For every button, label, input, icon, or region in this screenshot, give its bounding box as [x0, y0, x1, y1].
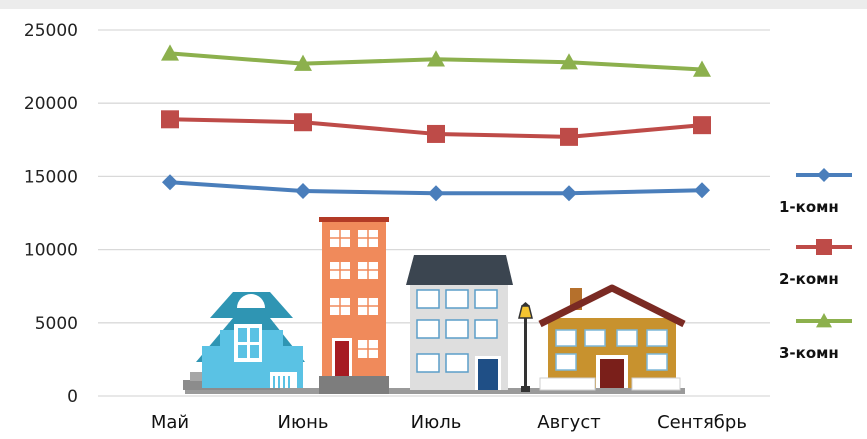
legend-label: 2-комн: [779, 270, 839, 288]
y-tick-label: 0: [67, 387, 78, 407]
data-point-marker: [428, 185, 444, 202]
data-series: [161, 44, 711, 202]
data-point-marker: [162, 174, 178, 191]
series-3-комн: [161, 44, 711, 77]
data-point-marker: [295, 183, 311, 200]
data-point-marker: [294, 113, 312, 132]
data-point-marker: [161, 44, 179, 61]
x-tick-label: Июнь: [278, 412, 329, 433]
legend-label: 1-комн: [779, 198, 839, 216]
buildings-illustration: [183, 217, 686, 394]
data-point-marker: [560, 127, 578, 146]
data-point-marker: [816, 313, 832, 328]
data-point-marker: [427, 50, 445, 67]
legend: 1-комн 2-комн 3-комн: [779, 168, 852, 362]
y-tick-label: 15000: [24, 167, 78, 187]
y-axis-ticks: 0 5000 10000 15000 20000 25000: [24, 21, 78, 407]
data-point-marker: [817, 168, 831, 182]
y-tick-label: 25000: [24, 21, 78, 41]
series-1-комн: [162, 174, 710, 202]
x-axis-labels: Май Июнь Июль Август Сентябрь: [151, 412, 747, 433]
series-2-комн: [161, 110, 711, 146]
brown-cottage-icon: [538, 284, 686, 391]
tall-orange-building-icon: [319, 217, 389, 394]
data-point-marker: [693, 116, 711, 135]
x-tick-label: Май: [151, 412, 189, 433]
x-tick-label: Июль: [411, 412, 462, 433]
data-point-marker: [693, 60, 711, 77]
data-point-marker: [816, 239, 832, 255]
data-point-marker: [294, 54, 312, 71]
y-tick-label: 20000: [24, 94, 78, 114]
street-lamp-icon: [518, 302, 533, 392]
ground-strip: [185, 388, 685, 394]
legend-item: 1-комн: [779, 168, 852, 216]
small-blue-house-icon: [183, 292, 305, 390]
legend-label: 3-комн: [779, 344, 839, 362]
data-point-marker: [694, 182, 710, 199]
legend-item: 3-комн: [779, 313, 852, 362]
top-bar: [0, 0, 867, 9]
data-point-marker: [427, 124, 445, 143]
grey-apartment-building-icon: [406, 255, 513, 390]
y-tick-label: 10000: [24, 241, 78, 261]
legend-item: 2-комн: [779, 239, 852, 288]
data-point-marker: [561, 185, 577, 202]
x-tick-label: Август: [537, 412, 600, 433]
data-point-marker: [161, 110, 179, 129]
y-tick-label: 5000: [35, 314, 78, 334]
data-point-marker: [560, 53, 578, 70]
x-tick-label: Сентябрь: [657, 412, 747, 433]
